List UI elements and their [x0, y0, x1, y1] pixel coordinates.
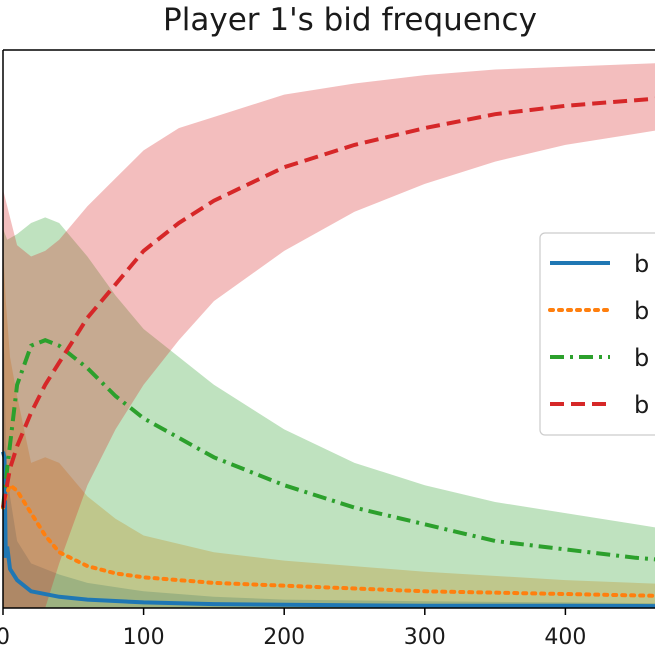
line-series-1 [1, 451, 655, 609]
line-series-4 [1, 96, 655, 508]
legend-label-3: b [634, 344, 649, 372]
band-series-2 [3, 245, 655, 608]
x-tick-label: 200 [263, 625, 305, 650]
x-tick-label: 400 [544, 625, 586, 650]
chart-title: Player 1's bid frequency [163, 2, 537, 38]
series-lines [1, 96, 655, 609]
band-series-3 [3, 217, 655, 608]
band-series-4 [3, 63, 655, 608]
legend-box [539, 232, 655, 436]
x-tick-label: 0 [0, 625, 10, 650]
line-series-2 [1, 481, 655, 598]
confidence-bands [3, 63, 655, 608]
legend-label-1: b [634, 250, 649, 278]
x-tick-label: 300 [404, 625, 446, 650]
x-tick-label: 100 [123, 625, 165, 650]
axes: 0 100 200 300 400 [0, 49, 655, 650]
line-series-3 [1, 338, 655, 562]
legend-label-4: b [634, 391, 649, 419]
legend-label-2: b [634, 297, 649, 325]
band-series-1 [3, 329, 655, 608]
